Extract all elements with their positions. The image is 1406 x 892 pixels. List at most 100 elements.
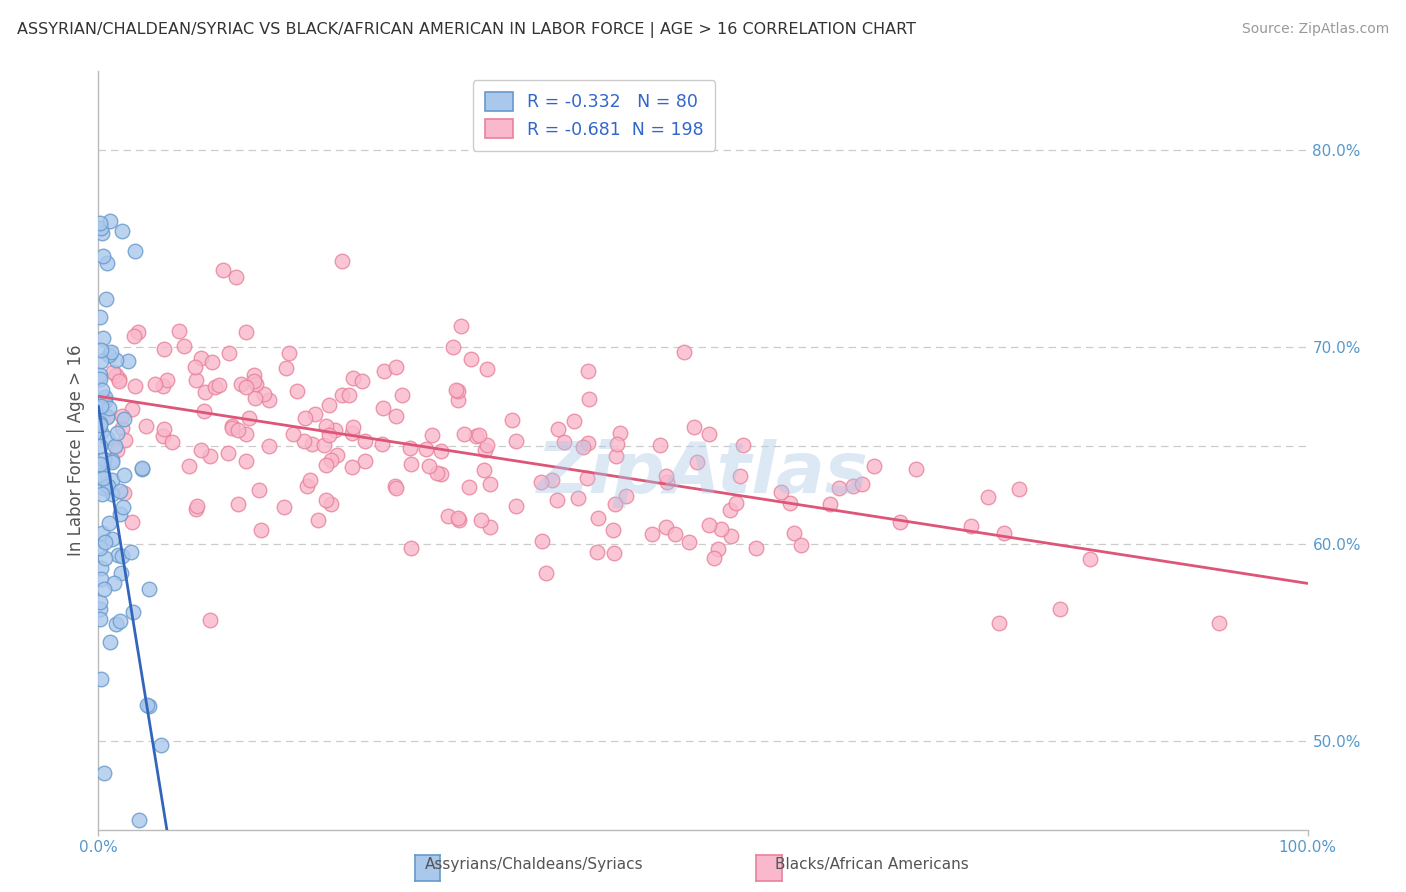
Point (828, 481, 851, 495)
Point (1049, 601, 1071, 615)
Point (546, 493, 568, 508)
Point (152, 379, 174, 393)
Point (243, 368, 266, 382)
Point (96, 409, 118, 424)
Point (104, 439, 127, 453)
Point (186, 500, 208, 514)
Point (235, 380, 257, 394)
Point (385, 409, 408, 423)
Point (342, 371, 364, 385)
Point (318, 398, 340, 412)
Point (273, 500, 295, 514)
Point (602, 546, 624, 560)
Point (93, 451, 115, 466)
Point (586, 511, 609, 525)
Point (578, 392, 600, 406)
Point (91, 249, 114, 263)
Point (253, 386, 276, 401)
Point (204, 380, 226, 394)
Point (342, 420, 364, 434)
Point (257, 439, 280, 453)
Point (319, 496, 342, 510)
Point (235, 325, 257, 339)
Point (228, 423, 250, 437)
Point (177, 459, 200, 474)
Point (731, 438, 754, 452)
Point (153, 342, 176, 356)
Point (190, 443, 212, 458)
Point (422, 427, 444, 442)
Point (340, 426, 363, 441)
Point (323, 423, 346, 437)
Point (110, 421, 132, 435)
Point (93, 481, 115, 495)
Point (720, 529, 742, 543)
Text: ASSYRIAN/CHALDEAN/SYRIAC VS BLACK/AFRICAN AMERICAN IN LABOR FORCE | AGE > 16 COR: ASSYRIAN/CHALDEAN/SYRIAC VS BLACK/AFRICA… (17, 22, 915, 38)
Point (90, 399, 112, 413)
Point (101, 453, 124, 467)
Point (98, 401, 121, 415)
Point (96, 409, 118, 424)
Point (281, 426, 304, 441)
Point (221, 421, 243, 435)
Point (111, 549, 134, 563)
Legend: R = -0.332   N = 80, R = -0.681  N = 198: R = -0.332 N = 80, R = -0.681 N = 198 (472, 80, 716, 151)
Point (184, 360, 207, 375)
Point (131, 460, 153, 475)
Point (993, 526, 1015, 541)
Point (94, 292, 117, 306)
Point (121, 515, 143, 529)
Point (153, 422, 176, 436)
Point (686, 455, 709, 469)
Point (105, 425, 128, 440)
Point (401, 457, 423, 471)
Point (468, 428, 491, 442)
Point (444, 383, 467, 397)
Point (90, 354, 112, 368)
Point (697, 426, 720, 441)
Point (330, 253, 353, 268)
Point (112, 486, 135, 500)
Point (437, 508, 460, 523)
Point (553, 435, 575, 450)
Point (664, 527, 686, 541)
Point (745, 541, 768, 556)
Point (198, 450, 221, 464)
Point (606, 437, 628, 451)
Point (228, 497, 250, 511)
Point (128, 813, 150, 827)
Point (851, 477, 873, 491)
Point (294, 410, 316, 425)
Point (683, 419, 706, 434)
Point (90, 384, 112, 398)
Point (1208, 615, 1230, 630)
Point (107, 548, 129, 562)
Point (447, 512, 470, 526)
Point (447, 510, 470, 524)
Point (458, 480, 481, 494)
Point (208, 378, 231, 392)
Point (112, 412, 135, 426)
Point (707, 541, 730, 556)
Point (298, 473, 321, 487)
Point (530, 475, 553, 489)
Point (277, 346, 299, 360)
Point (108, 483, 131, 498)
Point (446, 392, 468, 407)
Point (703, 550, 725, 565)
Point (93, 765, 115, 780)
Point (315, 493, 337, 508)
Point (89, 416, 111, 430)
Point (97, 516, 120, 530)
Point (718, 503, 741, 517)
Point (818, 497, 841, 511)
Point (97, 479, 120, 493)
Point (371, 437, 394, 451)
Point (285, 384, 308, 399)
Point (100, 473, 122, 487)
Point (91, 470, 114, 484)
Point (110, 409, 132, 423)
Point (399, 541, 422, 555)
Point (105, 353, 128, 368)
Point (193, 404, 215, 418)
